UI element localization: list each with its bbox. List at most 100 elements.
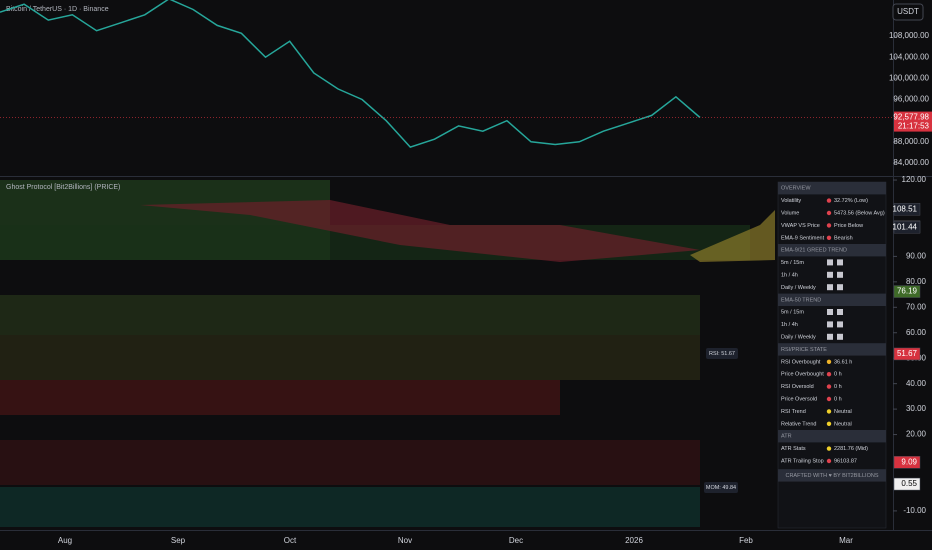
trend-box <box>827 284 833 291</box>
price-line <box>0 0 701 148</box>
panel-row-label: ATR Trailing Stop <box>781 458 824 464</box>
indicator-axis-label: 90.00 <box>906 252 927 261</box>
indicator-axis-label: 20.00 <box>906 430 927 439</box>
time-axis-label: Aug <box>58 536 72 545</box>
zone <box>690 210 775 262</box>
trend-box <box>837 259 843 266</box>
panel-footer-bg <box>778 469 886 482</box>
status-dot <box>826 210 832 216</box>
indicator-axis-label: 40.00 <box>906 379 927 388</box>
panel-row-value: Neutral <box>834 421 852 427</box>
panel-row-label: Volatility <box>781 198 801 204</box>
panel-section-title: RSI/PRICE STATE <box>781 347 827 353</box>
panel-section-header <box>778 244 886 257</box>
panel-section-title: OVERVIEW <box>781 186 811 192</box>
panel-row-value: 36.61 h <box>834 359 852 365</box>
panel-row-value: 0 h <box>834 396 842 402</box>
status-dot <box>826 409 832 414</box>
last-price: 92,577.98 <box>893 113 929 122</box>
time-axis-label: Oct <box>284 536 297 545</box>
price-axis-label: 96,000.00 <box>893 95 929 104</box>
panel-row-label: EMA-9 Sentiment <box>781 235 825 241</box>
panel-row-label: Relative Trend <box>781 421 816 427</box>
value-tag-label: 76.19 <box>897 287 918 296</box>
trend-box <box>827 321 833 328</box>
status-dot <box>826 446 832 451</box>
panel-row-label: RSI Oversold <box>781 384 814 390</box>
indicator-axis-label: 80.00 <box>906 277 927 286</box>
panel-row-value: 5473.56 (Below Avg) <box>834 210 885 216</box>
value-tag <box>893 203 921 216</box>
price-axis-label: 108,000.00 <box>889 31 930 40</box>
trend-box <box>837 309 843 315</box>
panel-footer: CRAFTED WITH ♥ BY BIT2BILLIONS <box>785 473 878 479</box>
panel-row-value: 0 h <box>834 384 842 390</box>
indicator-axis-label: 120.00 <box>902 175 927 184</box>
value-tag <box>893 347 921 361</box>
panel-row-value: 0 h <box>834 372 842 378</box>
trend-box <box>837 333 843 340</box>
panel-section-header <box>778 343 886 356</box>
zone <box>0 440 700 485</box>
value-tag <box>893 285 921 298</box>
panel-section-header <box>778 430 886 443</box>
panel-row-value: 32.72% (Low) <box>834 198 868 204</box>
currency-label[interactable]: USDT <box>897 7 919 16</box>
panel-row-label: ATR Stats <box>781 446 806 452</box>
panel-row-label: Price Oversold <box>781 396 817 402</box>
zone <box>0 295 700 335</box>
countdown: 21:17:53 <box>898 122 930 131</box>
panel-row-label: VWAP VS Price <box>781 223 820 229</box>
time-axis-label: Dec <box>509 536 523 545</box>
time-axis-label: Sep <box>171 536 186 545</box>
status-dot <box>826 235 832 240</box>
panel-row-value: Price Below <box>834 223 863 229</box>
panel-row-label: 5m / 15m <box>781 310 804 316</box>
panel-row-label: 1h / 4h <box>781 272 798 278</box>
panel-section-header <box>778 182 886 195</box>
price-axis-label: 104,000.00 <box>889 52 930 61</box>
value-tag <box>893 477 921 491</box>
time-axis-label: Nov <box>398 536 412 545</box>
time-axis-label: Mar <box>839 536 853 545</box>
value-tag-label: 9.09 <box>901 457 917 466</box>
zone <box>0 487 700 527</box>
trend-box <box>837 271 843 278</box>
status-dot <box>826 421 832 426</box>
trend-box <box>827 333 833 340</box>
panel-section-title: EMA-50 TREND <box>781 297 821 303</box>
indicator-axis-label: 30.00 <box>906 404 927 413</box>
value-tag-label: 101.44 <box>893 222 918 231</box>
rsi-badge <box>706 348 738 359</box>
indicator-axis-label: 60.00 <box>906 328 927 337</box>
last-price-tag <box>894 111 932 132</box>
status-dot <box>826 396 832 402</box>
price-axis-label: 88,000.00 <box>893 137 929 146</box>
rsi-label: RSI: 51.67 <box>709 351 735 357</box>
panel-row-value: Bearish <box>834 235 853 241</box>
trend-box <box>827 309 833 315</box>
panel-row-value: 2281.76 (Mid) <box>834 446 868 452</box>
time-axis-label: Feb <box>739 536 753 545</box>
currency-button[interactable] <box>892 3 924 21</box>
mom-label: MOM: 49.84 <box>706 485 736 491</box>
mom-badge <box>704 482 738 493</box>
panel-row-label: 1h / 4h <box>781 322 798 328</box>
panel-row-value: 96103.87 <box>834 458 857 464</box>
status-dot <box>826 372 832 377</box>
status-dot <box>826 359 832 364</box>
panel-row-label: Volume <box>781 210 799 216</box>
panel-section-title: EMA-9/21 GREED TREND <box>781 248 847 254</box>
value-tag <box>893 456 921 469</box>
status-dot <box>826 458 832 464</box>
status-dot <box>826 384 832 389</box>
panel-section-header <box>778 293 886 306</box>
panel-row-label: Daily / Weekly <box>781 334 816 340</box>
zone <box>0 335 700 380</box>
trend-box <box>827 259 833 266</box>
status-dot <box>826 198 832 203</box>
indicator-axis-label: -10.00 <box>903 506 926 515</box>
value-tag-label: 0.55 <box>901 479 917 488</box>
trend-box <box>837 321 843 328</box>
